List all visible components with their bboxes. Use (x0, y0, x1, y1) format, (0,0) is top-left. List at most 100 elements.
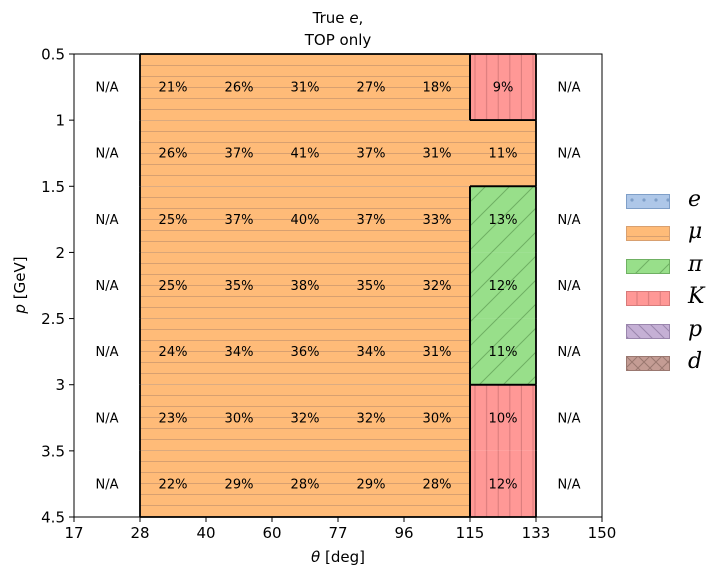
cell-label-3-3: 38% (291, 279, 320, 294)
cell-4-2 (206, 318, 272, 385)
cell-label-1-6: 11% (489, 147, 518, 162)
y-tick-label: 4.5 (41, 509, 65, 527)
cell-2-5 (404, 186, 470, 253)
cell-6-4 (338, 450, 404, 517)
cell-label-1-2: 37% (225, 147, 254, 162)
cell-label-5-2: 30% (225, 411, 254, 426)
cell-3-6 (470, 252, 536, 319)
cell-label-2-1: 25% (159, 213, 188, 228)
cell-label-5-7: N/A (558, 411, 581, 426)
cell-label-5-0: N/A (96, 411, 119, 426)
cell-label-2-6: 13% (489, 213, 518, 228)
cell-0-1 (140, 54, 206, 121)
cell-label-0-0: N/A (96, 81, 119, 96)
cell-3-4 (338, 252, 404, 319)
cell-label-3-5: 32% (423, 279, 452, 294)
y-tick-label: 2.5 (41, 310, 65, 328)
cell-label-5-1: 23% (159, 411, 188, 426)
x-axis-label-unit: [deg] (320, 548, 365, 566)
y-tick-label: 3.5 (41, 442, 65, 460)
cell-label-4-0: N/A (96, 345, 119, 360)
cell-3-2 (206, 252, 272, 319)
cell-label-0-3: 31% (291, 81, 320, 96)
legend-label-p: p (688, 316, 703, 342)
y-tick-label: 1.5 (41, 178, 65, 196)
cell-1-3 (272, 120, 338, 187)
cell-label-2-2: 37% (225, 213, 254, 228)
x-tick-label: 77 (328, 524, 347, 542)
cell-label-6-2: 29% (225, 477, 254, 492)
cell-0-3 (272, 54, 338, 121)
cell-label-0-1: 21% (159, 81, 188, 96)
chart-title-line2: TOP only (304, 31, 372, 49)
x-tick-label: 150 (588, 524, 617, 542)
cell-label-5-6: 10% (489, 411, 518, 426)
legend-swatch-p (626, 323, 670, 339)
cell-1-1 (140, 120, 206, 187)
legend-label-mu: μ (688, 219, 703, 245)
y-axis-label-var: p (11, 304, 29, 314)
cell-4-4 (338, 318, 404, 385)
cell-label-3-6: 12% (489, 279, 518, 294)
cell-label-3-4: 35% (357, 279, 386, 294)
cell-3-1 (140, 252, 206, 319)
y-tick-label: 1 (55, 112, 65, 130)
cell-3-5 (404, 252, 470, 319)
cell-label-6-3: 28% (291, 477, 320, 492)
cell-label-4-7: N/A (558, 345, 581, 360)
cell-4-6 (470, 318, 536, 385)
cell-label-4-4: 34% (357, 345, 386, 360)
x-axis-label: θ [deg] (74, 548, 602, 566)
cell-label-0-7: N/A (558, 81, 581, 96)
cell-1-2 (206, 120, 272, 187)
cell-0-6 (470, 54, 536, 121)
cell-6-3 (272, 450, 338, 517)
cell-label-4-3: 36% (291, 345, 320, 360)
cell-label-2-5: 33% (423, 213, 452, 228)
cell-5-5 (404, 384, 470, 451)
cell-label-1-1: 26% (159, 147, 188, 162)
cell-1-4 (338, 120, 404, 187)
cell-label-6-7: N/A (558, 477, 581, 492)
cell-label-3-2: 35% (225, 279, 254, 294)
cell-label-1-7: N/A (558, 147, 581, 162)
cell-6-5 (404, 450, 470, 517)
cell-5-3 (272, 384, 338, 451)
cell-2-1 (140, 186, 206, 253)
y-tick-label: 3 (55, 376, 65, 394)
cell-label-1-0: N/A (96, 147, 119, 162)
x-tick-label: 28 (130, 524, 149, 542)
cell-label-2-0: N/A (96, 213, 119, 228)
cell-5-1 (140, 384, 206, 451)
x-axis-label-var: θ (311, 548, 321, 566)
x-tick-label: 60 (262, 524, 281, 542)
cell-4-1 (140, 318, 206, 385)
cell-label-1-5: 31% (423, 147, 452, 162)
y-axis-label: p [GeV] (11, 256, 29, 313)
legend-swatch-pi (626, 258, 670, 274)
y-tick-label: 0.5 (41, 46, 65, 64)
y-axis-label-unit: [GeV] (11, 256, 29, 305)
legend-label-e: e (688, 187, 702, 212)
cell-label-6-5: 28% (423, 477, 452, 492)
cell-label-0-6: 9% (493, 81, 514, 96)
cell-4-3 (272, 318, 338, 385)
cell-label-0-5: 18% (423, 81, 452, 96)
cell-label-2-7: N/A (558, 213, 581, 228)
cell-label-3-7: N/A (558, 279, 581, 294)
legend-swatch-d (626, 355, 670, 371)
cell-label-5-5: 30% (423, 411, 452, 426)
legend-swatch-mu (626, 226, 670, 242)
cell-2-6 (470, 186, 536, 253)
cell-label-2-3: 40% (291, 213, 320, 228)
cell-label-4-2: 34% (225, 345, 254, 360)
cell-2-3 (272, 186, 338, 253)
cell-0-4 (338, 54, 404, 121)
cell-label-5-3: 32% (291, 411, 320, 426)
cell-1-5 (404, 120, 470, 187)
cell-label-4-6: 11% (489, 345, 518, 360)
legend-swatch-K (626, 291, 670, 307)
cell-6-2 (206, 450, 272, 517)
cell-label-6-4: 29% (357, 477, 386, 492)
cell-label-2-4: 37% (357, 213, 386, 228)
